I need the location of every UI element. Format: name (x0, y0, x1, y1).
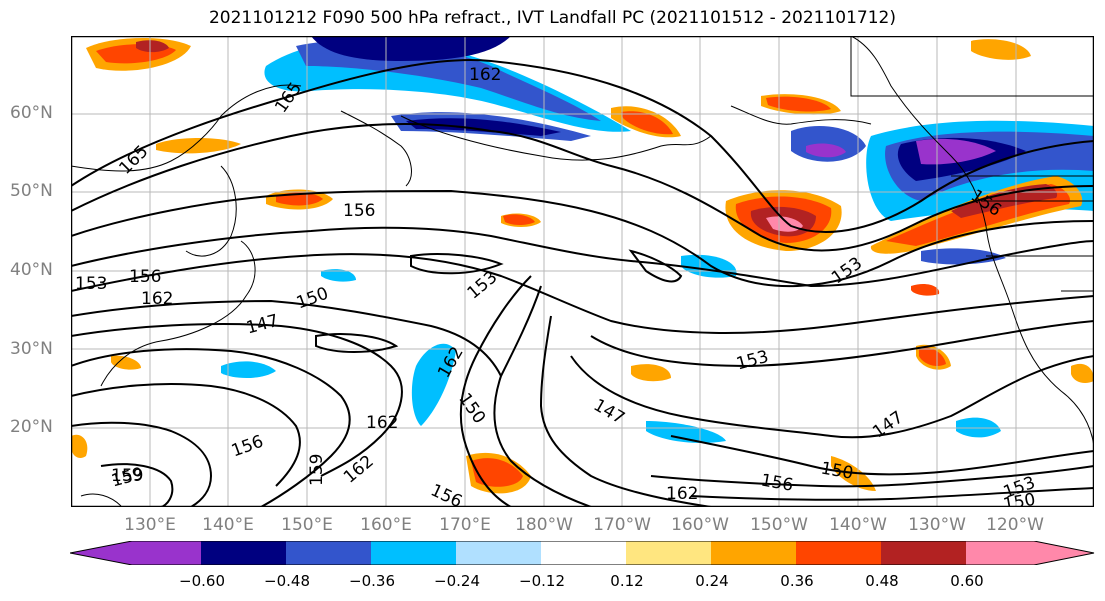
colorbar-segment (70, 541, 202, 565)
colorbar-segment (541, 541, 627, 565)
colorbar-tick: 0.48 (865, 572, 899, 590)
colorbar-tick: 0.60 (950, 572, 984, 590)
map-border (70, 35, 1095, 508)
colorbar-segment (966, 541, 1094, 565)
contour-label: 162 (666, 484, 698, 504)
lon-label-160e: 160°E (360, 515, 412, 535)
contour-label: 153 (75, 274, 107, 294)
contour-label: 156 (129, 267, 161, 287)
colorbar-tick: −0.36 (349, 572, 395, 590)
lat-label-40n: 40°N (10, 260, 53, 280)
colorbar (70, 541, 1095, 565)
contour-lines (70, 59, 1095, 508)
contour-label: 159 (111, 466, 143, 486)
colorbar-segment (456, 541, 542, 565)
lat-label-50n: 50°N (10, 181, 53, 201)
lat-label-20n: 20°N (10, 417, 53, 437)
colorbar-segment (626, 541, 712, 565)
colorbar-tick: −0.60 (179, 572, 225, 590)
lon-label-150e: 150°E (281, 515, 333, 535)
contour-label: 156 (343, 201, 375, 221)
lon-label-140w: 140°W (829, 515, 887, 535)
colorbar-segment (711, 541, 797, 565)
lon-label-130e: 130°E (124, 515, 176, 535)
colorbar-segment (796, 541, 882, 565)
map-title: 2021101212 F090 500 hPa refract., IVT La… (208, 8, 896, 28)
colorbar-segment (371, 541, 457, 565)
lon-label-160w: 160°W (671, 515, 729, 535)
colorbar-tick: −0.12 (519, 572, 565, 590)
colorbar-segment (201, 541, 287, 565)
lon-label-170w: 170°W (593, 515, 651, 535)
colorbar-tick: −0.48 (264, 572, 310, 590)
contour-labels: 162 165 165 156 156 153 156 162 150 147 … (75, 65, 1038, 515)
colorbar-tick: 0.24 (695, 572, 729, 590)
lat-label-60n: 60°N (10, 103, 53, 123)
colorbar-tick: 0.12 (610, 572, 644, 590)
shading-layer (71, 36, 1094, 494)
colorbar-tick: −0.24 (434, 572, 480, 590)
colorbar-segment (286, 541, 372, 565)
lon-label-180w: 180°W (515, 515, 573, 535)
map-panel: 162 165 165 156 156 153 156 162 150 147 … (70, 35, 1095, 515)
contour-label: 162 (141, 289, 173, 309)
lon-label-150w: 150°W (750, 515, 808, 535)
graticule (71, 36, 1094, 507)
coastlines (70, 35, 1095, 507)
lat-label-30n: 30°N (10, 339, 53, 359)
colorbar-segment (881, 541, 967, 565)
map-svg: 162 165 165 156 156 153 156 162 150 147 … (70, 35, 1095, 515)
contour-label: 162 (469, 65, 501, 85)
contour-label: 159 (307, 454, 327, 486)
lon-label-120w: 120°W (986, 515, 1044, 535)
contour-label: 162 (366, 413, 398, 433)
lon-label-170e: 170°E (439, 515, 491, 535)
colorbar-tick: 0.36 (780, 572, 814, 590)
lon-label-130w: 130°W (908, 515, 966, 535)
lon-label-140e: 140°E (202, 515, 254, 535)
